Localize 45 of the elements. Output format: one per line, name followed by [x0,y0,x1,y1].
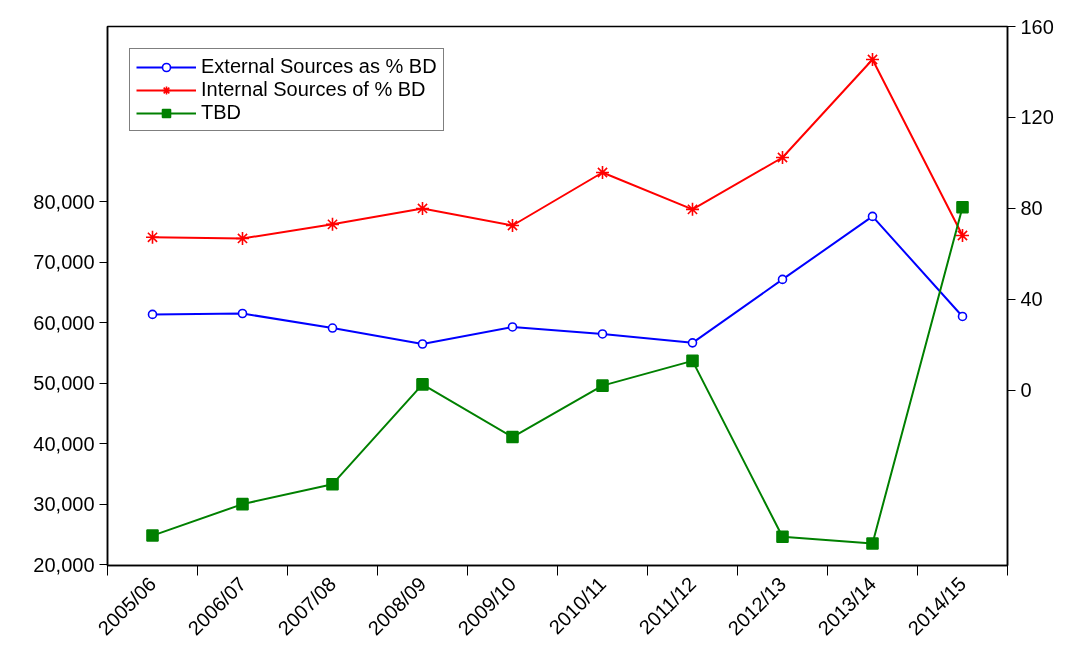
point [866,537,879,550]
legend-label: External Sources as % BD [201,55,437,78]
point [506,430,519,444]
point [417,339,428,349]
point [596,379,609,392]
y2-tick-label: 160 [1020,15,1054,38]
point [507,322,518,332]
point [145,230,160,245]
point [327,323,338,333]
point [325,217,340,232]
point [415,201,430,216]
point [865,52,880,67]
y-tick-label: 60,000 [33,311,95,334]
point [595,165,610,180]
y-tick-label: 40,000 [33,432,95,455]
point [505,218,520,233]
y-tick-label: 80,000 [33,190,95,213]
y-tick-label: 70,000 [33,251,95,274]
point [146,529,159,542]
y-tick-label: 20,000 [33,553,95,576]
point [775,150,790,165]
point [777,274,788,285]
point [687,338,698,348]
point [147,309,158,320]
legend-label: Internal Sources of % BD [201,78,426,101]
point [955,228,970,243]
point [867,211,878,222]
legend-label: TBD [201,101,241,124]
y-tick-label: 50,000 [33,372,95,395]
point [685,202,700,217]
point [416,378,429,391]
point [686,354,699,368]
point [776,530,789,544]
y2-tick-label: 120 [1020,106,1054,129]
point [597,329,608,339]
point [237,308,248,319]
point [956,200,969,214]
point [957,311,968,322]
point [235,231,250,246]
y2-tick-label: 80 [1020,197,1043,220]
y2-tick-label: 40 [1020,288,1043,311]
y-tick-label: 30,000 [33,493,95,516]
point [236,497,249,511]
point [326,477,339,491]
y2-tick-label: 0 [1020,379,1032,402]
